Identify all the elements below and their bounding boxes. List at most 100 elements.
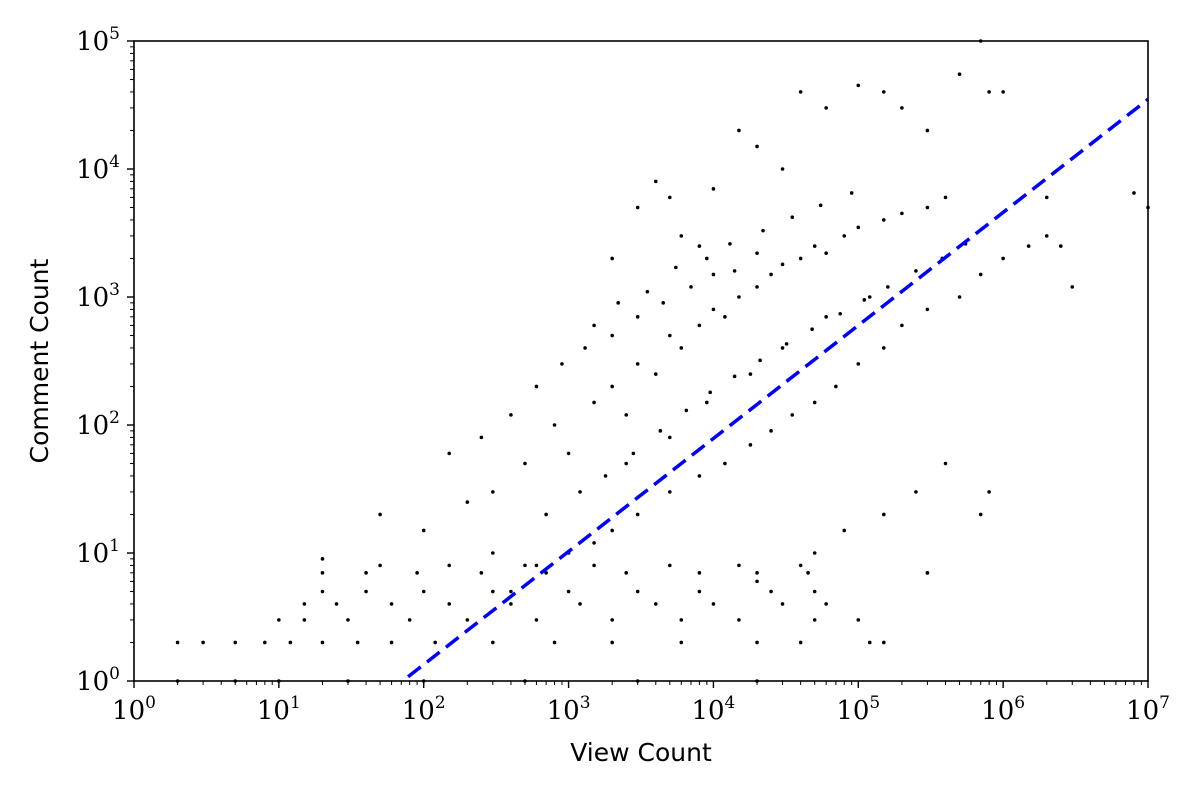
data-point bbox=[806, 571, 810, 575]
data-point bbox=[769, 272, 773, 277]
data-point bbox=[566, 589, 571, 594]
data-point bbox=[1026, 244, 1031, 248]
data-point bbox=[737, 128, 741, 133]
data-point bbox=[723, 461, 727, 466]
data-point bbox=[684, 408, 689, 413]
data-point bbox=[697, 474, 702, 478]
trend-line bbox=[407, 97, 1150, 679]
data-point bbox=[900, 211, 904, 216]
data-point bbox=[697, 571, 702, 575]
data-point bbox=[415, 571, 419, 575]
data-point bbox=[842, 234, 847, 238]
data-point bbox=[812, 618, 817, 622]
x-axis: 100 101 102 103 104 105 106 107 bbox=[112, 681, 1170, 726]
data-point bbox=[711, 187, 716, 191]
data-point bbox=[798, 90, 803, 94]
data-point bbox=[668, 563, 672, 568]
data-point bbox=[925, 128, 930, 133]
data-point bbox=[856, 618, 861, 622]
data-point bbox=[465, 500, 470, 504]
data-point bbox=[705, 256, 709, 261]
data-point bbox=[302, 602, 307, 606]
y-tick-label: 100 bbox=[76, 664, 120, 697]
data-point bbox=[552, 640, 557, 645]
data-point bbox=[603, 474, 608, 478]
y-tick-label: 105 bbox=[76, 24, 120, 57]
y-axis-label: Comment Count bbox=[25, 258, 54, 463]
data-point bbox=[780, 602, 785, 606]
data-point bbox=[364, 571, 368, 575]
data-point bbox=[697, 244, 702, 248]
data-point bbox=[479, 435, 484, 440]
data-point bbox=[491, 640, 495, 645]
data-point bbox=[679, 346, 684, 350]
data-point bbox=[233, 640, 238, 645]
data-point bbox=[433, 640, 437, 645]
data-point bbox=[1001, 256, 1005, 261]
data-point bbox=[674, 265, 678, 270]
data-point bbox=[1058, 244, 1063, 248]
data-point bbox=[900, 323, 904, 328]
data-point bbox=[856, 83, 861, 88]
y-tick-label: 103 bbox=[76, 280, 120, 313]
data-point bbox=[534, 618, 539, 622]
data-point bbox=[624, 413, 629, 417]
data-point bbox=[780, 346, 785, 350]
x-tick-label: 107 bbox=[1126, 693, 1170, 726]
data-point bbox=[824, 602, 828, 606]
data-point bbox=[978, 272, 983, 277]
x-tick-label: 106 bbox=[981, 693, 1025, 726]
x-tick-label: 103 bbox=[547, 693, 591, 726]
data-point bbox=[881, 512, 886, 517]
data-point bbox=[509, 589, 513, 594]
data-point bbox=[479, 571, 484, 575]
data-point bbox=[175, 640, 180, 645]
data-point bbox=[560, 362, 564, 366]
data-point bbox=[697, 323, 702, 328]
data-point bbox=[631, 451, 636, 456]
x-tick-label: 105 bbox=[836, 693, 880, 726]
data-point bbox=[668, 435, 672, 440]
data-point bbox=[769, 429, 773, 433]
data-point bbox=[790, 215, 795, 220]
data-point bbox=[1044, 234, 1049, 238]
data-point bbox=[346, 618, 350, 622]
data-point bbox=[834, 384, 838, 389]
data-point bbox=[389, 602, 394, 606]
x-tick-label: 100 bbox=[112, 693, 156, 726]
data-point bbox=[389, 640, 394, 645]
data-point bbox=[1070, 285, 1075, 289]
data-point bbox=[635, 512, 640, 517]
data-point bbox=[1001, 90, 1005, 94]
data-point bbox=[610, 618, 614, 622]
data-point bbox=[523, 461, 527, 466]
data-point bbox=[320, 589, 325, 594]
data-point bbox=[755, 251, 759, 255]
y-tick-label: 104 bbox=[76, 152, 120, 185]
data-point bbox=[798, 256, 803, 261]
data-point bbox=[812, 551, 817, 555]
data-point bbox=[824, 315, 828, 319]
data-point bbox=[810, 327, 814, 332]
data-point bbox=[583, 346, 587, 350]
data-point bbox=[697, 589, 702, 594]
data-point bbox=[653, 602, 658, 606]
data-point bbox=[447, 451, 452, 456]
data-point bbox=[668, 490, 672, 494]
data-point bbox=[711, 602, 716, 606]
data-point bbox=[201, 640, 205, 645]
data-point bbox=[849, 191, 854, 195]
data-point bbox=[661, 301, 665, 305]
data-point bbox=[881, 90, 886, 94]
data-point bbox=[987, 90, 991, 94]
data-point bbox=[914, 269, 918, 273]
data-point bbox=[509, 413, 513, 417]
data-point bbox=[624, 461, 629, 466]
data-point bbox=[881, 640, 886, 645]
data-point bbox=[1044, 195, 1049, 200]
data-point bbox=[856, 225, 861, 230]
data-point bbox=[592, 541, 596, 545]
data-point bbox=[302, 618, 307, 622]
data-point bbox=[320, 557, 325, 561]
data-point bbox=[610, 528, 614, 533]
